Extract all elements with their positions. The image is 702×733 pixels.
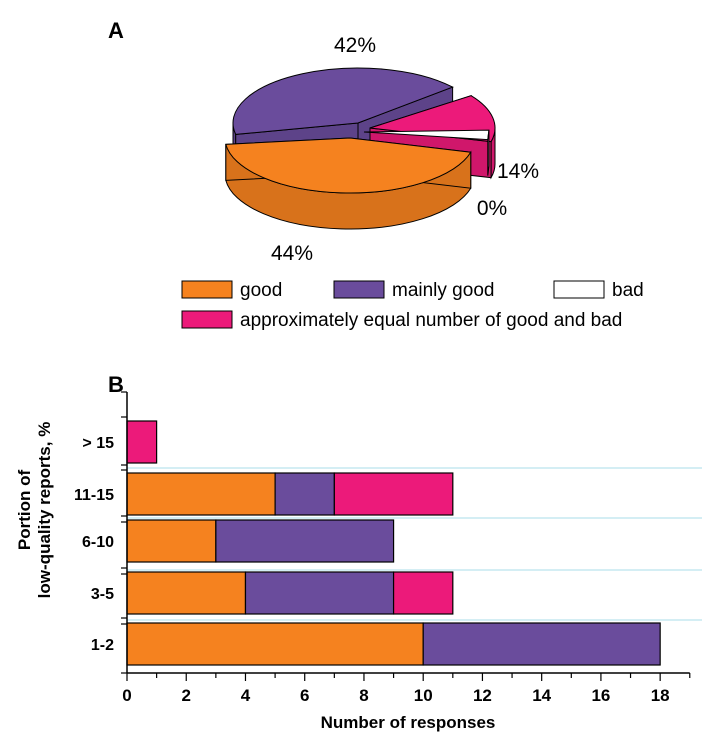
bar-segment-mainly-good xyxy=(216,520,394,562)
bar-segment-equal xyxy=(127,421,157,463)
legend-swatch-mainly-good xyxy=(334,281,384,298)
legend-label-mainly-good: mainly good xyxy=(392,280,494,301)
legend-label-bad: bad xyxy=(612,280,644,301)
legend-swatch-good xyxy=(182,281,232,298)
legend-item-good: good xyxy=(182,280,282,301)
x-tick-label: 18 xyxy=(651,686,670,705)
x-tick-label: 6 xyxy=(300,686,309,705)
bar-segment-mainly-good xyxy=(423,623,660,665)
x-tick-label: 8 xyxy=(359,686,368,705)
pie-label-good: 44% xyxy=(271,242,313,265)
x-tick-label: 4 xyxy=(241,686,251,705)
bar-row: 3-5 xyxy=(91,572,453,614)
bar-chart: > 15 11-15 6-10 3-5 1-2 0 2 4 6 8 10 12 14 16 18 xyxy=(74,392,702,705)
x-tick-label: 2 xyxy=(182,686,191,705)
category-label: 1-2 xyxy=(91,637,114,654)
bar-segment-mainly-good xyxy=(275,473,334,515)
x-tick-label: 12 xyxy=(473,686,492,705)
panel-b-label: B xyxy=(108,372,124,397)
bar-segment-good xyxy=(127,473,275,515)
pie-label-bad: 0% xyxy=(477,197,507,220)
x-tick-label: 14 xyxy=(532,686,551,705)
pie-chart: 44% 42% 0% 14% xyxy=(226,34,539,265)
bar-row: > 15 xyxy=(82,421,156,463)
x-tick-label: 10 xyxy=(414,686,433,705)
bar-row: 1-2 xyxy=(91,623,660,665)
legend-swatch-equal xyxy=(182,311,232,328)
legend-item-mainly-good: mainly good xyxy=(334,280,494,301)
legend-label-equal: approximately equal number of good and b… xyxy=(240,310,622,331)
legend-swatch-bad xyxy=(554,281,604,298)
bar-segment-good xyxy=(127,520,216,562)
y-axis-title-line1: Portion of xyxy=(15,470,34,551)
bar-segment-equal xyxy=(394,572,453,614)
pie-slice-good xyxy=(226,138,471,229)
category-label: 11-15 xyxy=(74,487,114,504)
category-label: > 15 xyxy=(82,435,114,452)
x-axis-title: Number of responses xyxy=(321,713,496,732)
bar-segment-good xyxy=(127,623,423,665)
y-axis-title-line2: low-quality reports, % xyxy=(35,422,54,599)
x-tick-label: 0 xyxy=(122,686,131,705)
y-axis-title: Portion of low-quality reports, % xyxy=(15,422,54,599)
bar-segment-equal xyxy=(334,473,452,515)
legend-item-equal: approximately equal number of good and b… xyxy=(182,310,622,331)
legend: good mainly good bad approximately equal nu… xyxy=(182,280,644,331)
pie-label-mainly-good: 42% xyxy=(334,34,376,57)
bar-segment-good xyxy=(127,572,245,614)
panel-a-label: A xyxy=(108,18,124,43)
bar-segment-mainly-good xyxy=(245,572,393,614)
legend-label-good: good xyxy=(240,280,282,301)
legend-item-bad: bad xyxy=(554,280,644,301)
category-label: 3-5 xyxy=(91,586,114,603)
x-tick-label: 16 xyxy=(591,686,610,705)
bar-row: 6-10 xyxy=(82,520,394,562)
pie-label-equal: 14% xyxy=(497,160,539,183)
bar-row: 11-15 xyxy=(74,473,453,515)
category-label: 6-10 xyxy=(82,534,114,551)
